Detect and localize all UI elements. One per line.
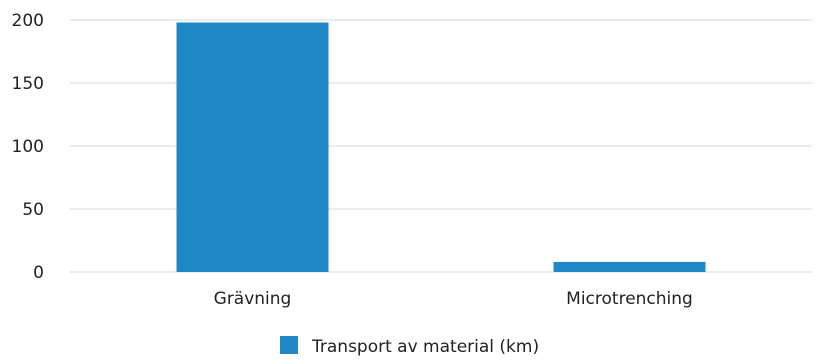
x-category-label: Microtrenching [566, 289, 693, 309]
y-axis-ticks: 0 50 100 150 200 [12, 11, 44, 283]
x-axis-categories: Grävning Microtrenching [214, 289, 693, 309]
bar-gr-vning [176, 22, 329, 272]
y-tick-label: 150 [12, 74, 44, 94]
bars [176, 22, 706, 272]
bar-microtrenching [553, 261, 706, 272]
legend-label: Transport av material (km) [311, 337, 539, 357]
x-category-label: Grävning [214, 289, 292, 309]
legend: Transport av material (km) [280, 336, 539, 357]
y-tick-label: 100 [12, 137, 44, 157]
y-tick-label: 50 [22, 200, 44, 220]
legend-swatch [280, 336, 298, 354]
y-tick-label: 0 [33, 263, 44, 283]
y-tick-label: 200 [12, 11, 44, 31]
